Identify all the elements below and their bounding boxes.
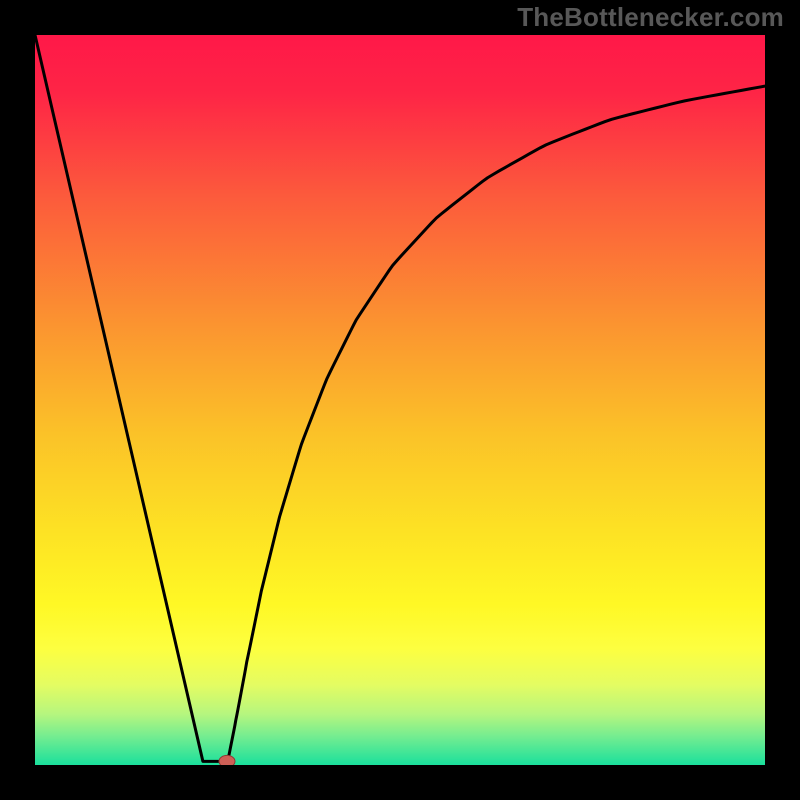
bottleneck-curve: [35, 35, 765, 765]
watermark-text: TheBottlenecker.com: [517, 2, 784, 33]
optimal-point-marker: [219, 755, 235, 765]
plot-area: [35, 35, 765, 765]
curve-layer: [35, 35, 765, 765]
